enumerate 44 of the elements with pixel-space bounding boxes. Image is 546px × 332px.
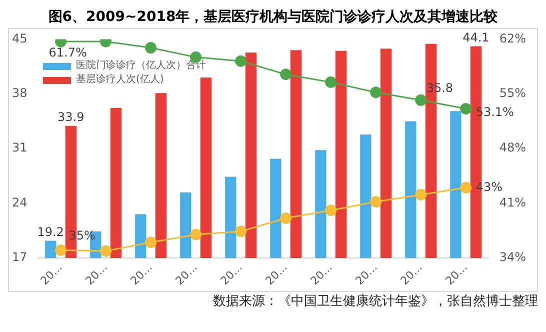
point — [370, 196, 382, 208]
data-label: 44.1 — [462, 30, 490, 44]
point — [145, 236, 157, 248]
point — [100, 245, 112, 257]
point — [280, 212, 292, 224]
point — [370, 86, 382, 98]
y-tick-label: 45 — [12, 31, 28, 46]
y-tick-label: 31 — [12, 140, 28, 155]
x-tick-label: 20… — [398, 260, 425, 288]
y2-tick-label: 48% — [499, 140, 526, 155]
y-tick-label: 38 — [12, 86, 28, 100]
point — [325, 76, 337, 88]
point — [280, 68, 292, 80]
x-tick-label: 20… — [308, 260, 335, 288]
x-tick-label: 20… — [353, 260, 380, 288]
point — [145, 42, 157, 54]
x-tick-label: 20… — [263, 260, 290, 288]
chart-title: 图6、2009~2018年，基层医疗机构与医院门诊诊疗人次及其增速比较 — [47, 8, 499, 27]
point — [235, 226, 247, 238]
y2-tick-label: 34% — [499, 250, 526, 264]
data-label: 19.2 — [37, 224, 64, 239]
point — [415, 188, 427, 200]
point — [55, 244, 67, 256]
y2-tick-label: 41% — [499, 195, 526, 210]
point — [325, 204, 337, 216]
x-tick-label: 20… — [173, 260, 200, 288]
y-tick-label: 24 — [12, 195, 28, 210]
x-tick-label: 20… — [38, 260, 65, 288]
source-note: 数据来源：《中国卫生健康统计年鉴》，张自然博士整理 — [212, 293, 538, 310]
data-label: 61.7% — [48, 46, 87, 60]
point — [415, 94, 427, 106]
x-tick-label: 20… — [218, 260, 245, 288]
point — [460, 182, 472, 194]
data-label: 33.9 — [58, 110, 84, 124]
y2-tick-label: 55% — [499, 86, 526, 100]
point — [460, 102, 472, 114]
y2-tick-label: 62% — [499, 31, 526, 46]
x-tick-label: 20… — [443, 260, 470, 288]
point — [235, 55, 247, 67]
point — [190, 228, 202, 240]
legend-label: 基层诊疗人次(亿人) — [76, 73, 164, 87]
x-tick-label: 20… — [128, 260, 155, 288]
x-tick-label: 20… — [83, 260, 110, 288]
y-tick-label: 17 — [12, 250, 28, 264]
